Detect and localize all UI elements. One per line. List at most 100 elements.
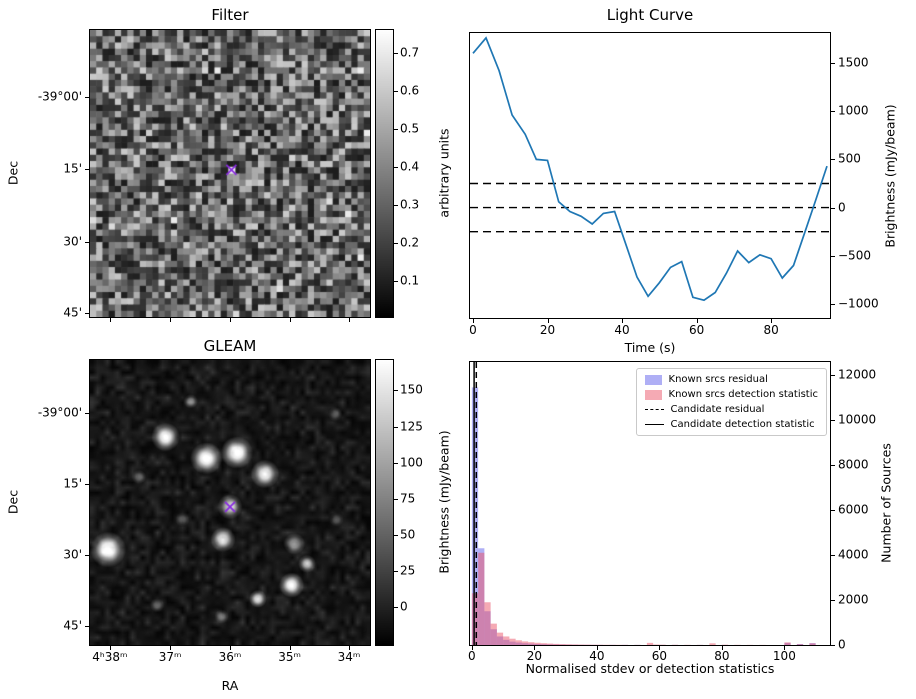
tick-mark: [831, 111, 835, 113]
time-tick-label: 60: [688, 323, 705, 337]
ra-tick-label: 37ᵐ: [158, 650, 182, 664]
filter-noise-canvas: [90, 30, 370, 317]
filter-colorbar-label: arbitrary units: [436, 128, 452, 218]
gleam-ra-axis-label: RA: [221, 678, 239, 693]
colorbar-tick-label: 100: [400, 455, 423, 470]
stdev-tick-label: 40: [589, 649, 605, 663]
sources-tick-label: 12000: [838, 367, 877, 382]
filter-panel-title: Filter: [211, 6, 249, 24]
tick-mark: [831, 555, 835, 557]
tick-mark: [230, 318, 231, 322]
tick-mark: [471, 646, 473, 650]
hist-bar: [515, 640, 522, 645]
tick-mark: [696, 319, 698, 323]
hist-bar: [496, 632, 504, 645]
time-tick-label: 80: [763, 323, 779, 337]
colorbar-tick-label: 0.4: [400, 159, 420, 174]
ra-tick-label: 34ᵐ: [337, 650, 361, 664]
tick-mark: [85, 555, 89, 557]
tick-mark: [230, 646, 231, 650]
tick-mark: [831, 255, 835, 257]
tick-mark: [831, 600, 835, 601]
dec-tick-label: 30': [63, 234, 82, 249]
hist-bar: [471, 593, 479, 645]
histogram-sources-axis-label: Number of Sources: [878, 443, 894, 563]
hist-bar: [540, 643, 547, 645]
colorbar-tick-label: 0.7: [400, 45, 420, 60]
legend-line-swatch: [644, 409, 664, 410]
tick-mark: [109, 646, 111, 650]
tick-mark: [831, 207, 835, 209]
dec-tick-label: 15': [63, 161, 82, 176]
tick-mark: [394, 166, 398, 168]
time-tick-label: 0: [469, 323, 477, 337]
hist-bar: [471, 387, 479, 645]
tick-mark: [85, 97, 89, 99]
legend-patch-swatch: [644, 374, 662, 385]
colorbar-tick-label: 0.6: [400, 83, 420, 98]
colorbar-tick-label: 75: [400, 491, 416, 506]
dec-tick-label: 30': [63, 547, 82, 562]
tick-mark: [394, 52, 398, 54]
legend-label: Known srcs residual: [668, 374, 768, 385]
tick-mark: [394, 242, 398, 244]
brightness-tick-label: 500: [838, 151, 861, 166]
tick-mark: [85, 312, 89, 314]
tick-mark: [349, 646, 350, 650]
filter-colorbar-canvas: [376, 30, 393, 317]
colorbar-tick-label: 125: [400, 419, 423, 434]
hist-bar: [521, 641, 529, 645]
tick-mark: [394, 462, 398, 464]
light-curve-plot: [470, 36, 830, 302]
histogram-plot: [471, 362, 816, 645]
hist-bar: [534, 642, 541, 645]
legend-line-swatch: [644, 424, 664, 425]
tick-mark: [831, 304, 835, 306]
hist-bar: [809, 643, 816, 645]
tick-mark: [659, 646, 661, 650]
hist-bar: [503, 636, 510, 645]
light-curve-panel-title: Light Curve: [606, 6, 694, 24]
colorbar-tick-label: 0: [400, 599, 408, 614]
tick-mark: [472, 319, 474, 323]
hist-bar: [646, 642, 654, 645]
light-curve-time-axis-label: Time (s): [624, 340, 676, 355]
tick-mark: [394, 426, 398, 428]
hist-bar: [490, 623, 497, 645]
brightness-tick-label: 1500: [838, 55, 869, 70]
stdev-tick-label: 0: [468, 649, 476, 663]
sources-tick-label: 6000: [838, 502, 869, 517]
tick-mark: [831, 62, 835, 64]
gleam-image-canvas: [90, 360, 370, 645]
tick-mark: [85, 169, 89, 171]
dec-tick-label: 45': [63, 305, 82, 320]
colorbar-tick-label: 0.5: [400, 121, 420, 136]
light-curve-brightness-axis-label: Brightness (mJy/beam): [882, 104, 898, 248]
tick-mark: [109, 318, 111, 322]
tick-mark: [721, 646, 723, 650]
dec-tick-label: -39°00': [37, 89, 82, 104]
tick-mark: [831, 645, 835, 646]
tick-mark: [394, 535, 398, 537]
hist-bar: [559, 644, 566, 645]
tick-mark: [394, 90, 398, 92]
tick-mark: [394, 204, 398, 206]
gleam-dec-axis-label: Dec: [5, 489, 21, 515]
stdev-tick-label: 80: [714, 649, 730, 663]
legend-label: Candidate detection statistic: [670, 419, 815, 430]
ra-tick-label: 36ᵐ: [218, 650, 242, 664]
tick-mark: [170, 318, 172, 322]
hist-bar: [796, 644, 804, 645]
tick-mark: [85, 242, 89, 244]
tick-mark: [85, 483, 89, 485]
colorbar-tick-label: 25: [400, 563, 416, 578]
tick-mark: [289, 646, 291, 650]
tick-mark: [289, 318, 291, 322]
tick-mark: [771, 319, 773, 323]
legend-entry: Known srcs detection statistic: [644, 389, 818, 400]
hist-bar: [784, 642, 791, 645]
tick-mark: [394, 498, 398, 500]
hist-bar: [553, 643, 560, 645]
tick-mark: [349, 318, 350, 322]
tick-mark: [394, 607, 398, 609]
